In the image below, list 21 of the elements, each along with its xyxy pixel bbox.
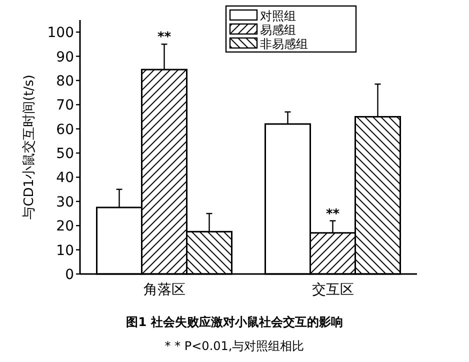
- x-tick-label: 角落区: [143, 282, 186, 298]
- legend-label: 易感组: [260, 23, 296, 37]
- x-tick-label: 交互区: [312, 282, 354, 298]
- annotation: **: [326, 206, 340, 222]
- y-axis-title: 与CD1小鼠交互时间(t/s): [21, 74, 37, 220]
- y-tick-label: 80: [56, 73, 74, 90]
- y-tick-label: 60: [56, 122, 74, 138]
- y-tick-label: 30: [56, 194, 74, 210]
- legend-label: 对照组: [260, 9, 296, 23]
- y-tick-label: 10: [56, 242, 74, 259]
- y-tick-label: 0: [65, 267, 74, 283]
- y-tick-label: 90: [56, 49, 74, 66]
- text: 图1 社会失败应激对小鼠社会交互的影响: [126, 315, 343, 329]
- annotation: **: [157, 30, 172, 46]
- text: * * P<0.01,与对照组相比: [164, 339, 304, 353]
- y-tick-label: 50: [56, 146, 74, 162]
- y-tick-label: 20: [56, 218, 74, 235]
- y-tick-label: 40: [56, 170, 74, 186]
- legend-label: 非易感组: [260, 37, 308, 51]
- y-tick-label: 70: [56, 98, 74, 114]
- y-tick-label: 100: [47, 25, 74, 42]
